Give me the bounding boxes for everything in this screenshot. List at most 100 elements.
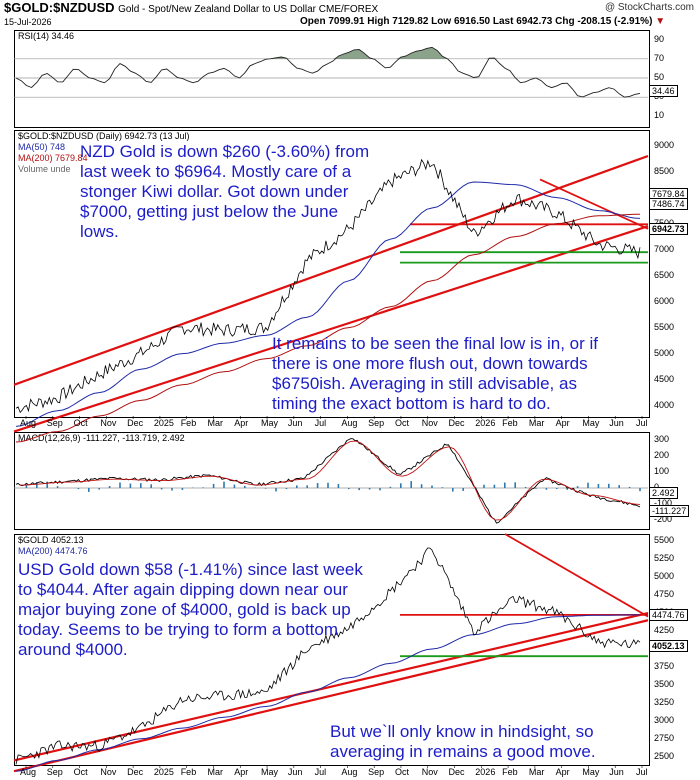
nzd-label: $GOLD:$NZDUSD (Daily) 6942.73 (13 Jul) (18, 131, 190, 141)
macd-panel (14, 432, 650, 530)
usd-x-label: May (582, 767, 600, 777)
nzd-x-label: Feb (180, 418, 197, 428)
nzd-tick-label: 4500 (654, 373, 675, 384)
usd-x-label: Mar (528, 767, 545, 777)
nzd-x-label: Nov (100, 418, 117, 428)
nzd-box-last: 6942.73 (649, 223, 688, 235)
nzd-ma50-line (15, 181, 641, 427)
usd-tick-label: 3500 (654, 678, 675, 689)
usd-tick-label: 3750 (654, 660, 675, 671)
nzd-tick-label: 5500 (654, 321, 675, 332)
usd-tick-label: 2500 (654, 750, 675, 761)
usd-x-label: Dec (448, 767, 465, 777)
nzd-tick-label: 8500 (654, 165, 675, 176)
nzd-x-label: Feb (502, 418, 518, 428)
usd-x-label: Nov (100, 767, 117, 777)
usd-tick-label: 3250 (654, 696, 675, 707)
ohlc-readout: Open 7099.91 High 7129.82 Low 6916.50 La… (300, 16, 666, 27)
macd-tick-label: 100 (654, 466, 670, 476)
nzd-tick-label: 9000 (654, 139, 675, 150)
nzd-tick-label: 6000 (654, 295, 675, 306)
usd-x-label: Aug (341, 767, 358, 777)
nzd-ma200-line (15, 213, 641, 443)
usd-tick-label: 5500 (654, 535, 675, 546)
nzd-volume-legend: Volume unde (18, 164, 71, 174)
nzd-x-label: Sep (368, 418, 385, 428)
nzd-x-label: May (582, 418, 600, 428)
nzd-x-label: Nov (421, 418, 438, 428)
macd-tick-label: -100 (654, 498, 673, 508)
rsi-panel (14, 30, 650, 128)
usd-x-label: May (261, 767, 279, 777)
macd-tick-label: 200 (654, 450, 670, 460)
nzd-x-label: May (261, 418, 279, 428)
usd-x-label: Sep (368, 767, 385, 777)
usd-x-label: Sep (46, 767, 63, 777)
rsi-label: RSI(14) 34.46 (18, 31, 75, 41)
usd-annotation-2: But we`ll only know in hindsight, so ave… (330, 722, 596, 761)
brand-label: @ StockCharts.com (604, 2, 694, 13)
usd-x-label: Jun (609, 767, 624, 777)
usd-tick-label: 3000 (654, 714, 675, 725)
nzd-x-label: Oct (394, 418, 409, 428)
nzd-x-label: Mar (528, 418, 545, 428)
usd-upper-trendline (13, 611, 649, 762)
usd-x-label: Apr (555, 767, 570, 777)
rsi-tick-label: 70 (654, 52, 665, 63)
usd-x-label: 2025 (153, 767, 174, 777)
usd-x-label: Mar (207, 767, 223, 777)
nzd-tick-label: 5000 (654, 347, 675, 358)
usd-box-last: 4052.13 (649, 640, 688, 652)
usd-x-label: Oct (73, 767, 88, 777)
macd-tick-label: 300 (654, 434, 670, 444)
usd-x-label: Apr (234, 767, 249, 777)
nzd-x-label: Dec (127, 418, 144, 428)
chart-ticker: $GOLD:$NZDUSD Gold - Spot/New Zealand Do… (4, 0, 379, 15)
nzd-x-label: Jul (314, 418, 327, 428)
usd-downtrend-line (504, 533, 649, 618)
usd-x-label: Feb (502, 767, 518, 777)
macd-signal-line (19, 440, 641, 521)
usd-x-label: Aug (20, 767, 37, 777)
usd-tick-label: 5250 (654, 553, 675, 564)
usd-gold-panel (14, 534, 650, 766)
nzd-x-label: Jun (609, 418, 624, 428)
usd-x-label: Jul (314, 767, 327, 777)
nzd-x-label: Apr (555, 418, 570, 428)
nzd-ma200-legend: MA(200) 7679.84 (18, 153, 88, 163)
usd-x-label: 2026 (475, 767, 496, 777)
nzd-x-label: Aug (20, 418, 37, 428)
nzd-downtrend-line (539, 178, 649, 230)
nzd-box-resistance: 7486.74 (649, 198, 688, 210)
rsi-line (15, 46, 641, 98)
usd-x-label: Dec (127, 767, 144, 777)
rsi-tick-label: 90 (654, 33, 665, 44)
usd-label: $GOLD 4052.13 (18, 535, 84, 545)
usd-x-label: Feb (180, 767, 197, 777)
nzd-annotation-2: It remains to be seen the final low is i… (272, 334, 598, 413)
nzd-x-label: Sep (46, 418, 63, 428)
macd-label: MACD(12,26,9) -111.227, -113.719, 2.492 (18, 433, 185, 443)
nzd-lower-trendline (13, 225, 649, 433)
chart-subtitle: Gold - Spot/New Zealand Dollar to US Dol… (118, 4, 379, 15)
nzd-x-label: Oct (73, 418, 88, 428)
usd-ma200-legend: MA(200) 4474.76 (18, 546, 88, 556)
usd-tick-label: 5000 (654, 571, 675, 582)
nzd-x-label: Jul (636, 418, 648, 428)
macd-tick-label: -200 (654, 514, 673, 524)
nzd-x-label: Mar (207, 418, 223, 428)
nzd-tick-label: 7500 (654, 218, 674, 228)
nzd-x-label: Dec (448, 418, 465, 428)
rsi-current-box: 34.46 (649, 85, 678, 97)
usd-x-label: Oct (394, 767, 409, 777)
nzd-tick-label: 7000 (654, 243, 675, 254)
chart-date: 15-Jul-2026 (4, 17, 52, 27)
usd-tick-label: 2750 (654, 732, 675, 743)
usd-tick-label: 4750 (654, 589, 675, 600)
nzd-tick-label: 6500 (654, 269, 675, 280)
rsi-tick-label: 10 (654, 110, 665, 121)
usd-annotation-1: USD Gold down $58 (-1.41%) since last we… (18, 560, 363, 659)
nzd-x-label: 2025 (153, 418, 174, 428)
macd-line (15, 438, 641, 524)
rsi-overbought-fill (16, 47, 640, 59)
